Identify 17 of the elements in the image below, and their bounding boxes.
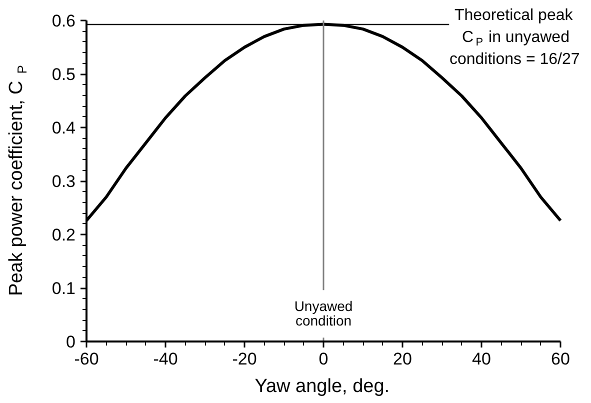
y-tick-label: 0.3 <box>52 172 76 191</box>
y-tick-label: 0.4 <box>52 118 76 138</box>
x-tick-label: 0 <box>318 350 328 368</box>
y-tick-label: 0.2 <box>52 226 76 244</box>
y-tick-label: 0 <box>66 332 76 352</box>
y-axis-title: Peak power coefficient, CP <box>6 65 30 296</box>
y-tick-label: 0.1 <box>52 279 76 298</box>
x-tick-label: 40 <box>472 350 491 368</box>
y-tick-label: 0.6 <box>52 12 76 30</box>
y-tick-label: 0.5 <box>52 65 76 84</box>
x-axis-title: Yaw angle, deg. <box>254 376 390 397</box>
x-tick-label: -20 <box>232 350 257 368</box>
x-tick-label: 60 <box>551 350 570 368</box>
x-tick-label: -60 <box>74 350 99 368</box>
x-tick-label: 20 <box>393 350 412 368</box>
ref-line-label: Unyawed condition <box>294 298 353 329</box>
x-tick-label: -40 <box>153 350 178 368</box>
